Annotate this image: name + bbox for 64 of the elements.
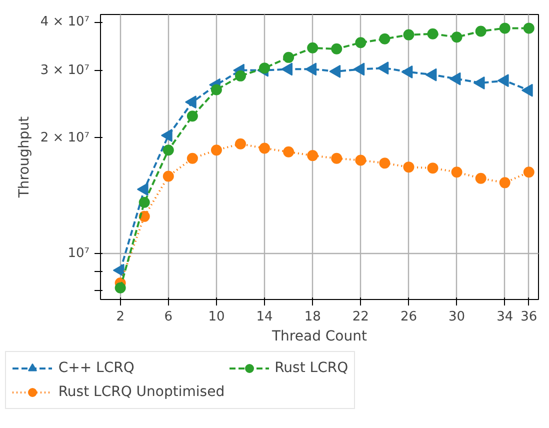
point: [283, 52, 294, 63]
point: [186, 152, 198, 164]
point: [523, 22, 534, 34]
point: [114, 282, 126, 294]
point: [331, 43, 342, 54]
point: [331, 152, 342, 164]
y-tick-label: 3 × 10⁷: [40, 62, 90, 78]
x-tick-label: 36: [520, 310, 538, 324]
x-tick-label: 18: [304, 310, 321, 324]
point: [499, 22, 510, 34]
x-tick-label: 6: [164, 310, 173, 324]
x-axis-title: Thread Count: [271, 328, 368, 344]
point: [355, 154, 366, 166]
point: [425, 68, 437, 82]
legend-label: Rust LCRQ: [274, 360, 348, 376]
point: [475, 172, 486, 184]
point: [186, 110, 198, 122]
point: [451, 166, 462, 178]
point: [377, 62, 389, 75]
point: [185, 96, 196, 109]
point: [138, 196, 150, 208]
point: [283, 146, 294, 158]
point: [401, 65, 413, 78]
point: [499, 177, 510, 188]
point: [451, 32, 462, 43]
point: [355, 37, 366, 48]
y-axis-title: Throughput: [16, 116, 32, 199]
x-tick-label: 34: [496, 310, 514, 324]
point: [379, 33, 390, 44]
point: [475, 26, 486, 37]
legend-label: Rust LCRQ Unoptimised: [58, 384, 225, 400]
legend-label: C++ LCRQ: [58, 360, 134, 376]
point: [210, 144, 222, 156]
point: [307, 42, 318, 54]
y-tick-label: 10⁷: [68, 246, 90, 262]
point: [281, 62, 293, 76]
point: [234, 70, 246, 82]
point: [427, 162, 438, 174]
point: [403, 162, 414, 173]
y-tick-label: 2 × 10⁷: [40, 130, 90, 146]
x-tick-label: 10: [208, 310, 225, 324]
point: [210, 84, 222, 96]
point: [112, 264, 124, 277]
point: [307, 150, 318, 162]
point: [353, 62, 365, 76]
point: [162, 144, 174, 156]
point: [259, 142, 270, 154]
point: [427, 28, 438, 40]
point: [379, 158, 390, 169]
x-tick-label: 14: [256, 310, 273, 324]
point: [162, 170, 174, 182]
point: [305, 62, 317, 76]
point: [403, 29, 414, 40]
point: [523, 166, 534, 178]
point: [259, 62, 270, 74]
point: [136, 182, 148, 196]
x-tick-label: 2: [116, 310, 124, 324]
point: [234, 138, 246, 150]
point: [160, 128, 172, 142]
x-tick-label: 30: [448, 310, 466, 324]
x-tick-label: 26: [400, 310, 417, 324]
x-tick-label: 22: [352, 310, 369, 324]
y-tick-label: 4 × 10⁷: [40, 14, 90, 30]
point: [329, 64, 341, 78]
